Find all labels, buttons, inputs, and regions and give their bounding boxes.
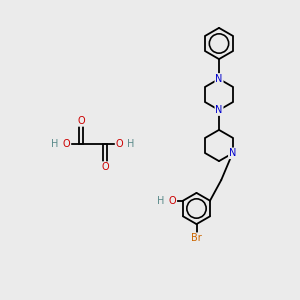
Text: O: O <box>169 196 176 206</box>
Text: O: O <box>101 162 109 172</box>
Text: O: O <box>63 139 70 149</box>
Text: H: H <box>51 139 58 149</box>
Text: N: N <box>215 74 223 84</box>
Text: Br: Br <box>191 233 202 243</box>
Text: N: N <box>215 105 223 115</box>
Text: O: O <box>77 116 85 126</box>
Text: H: H <box>157 196 164 206</box>
Text: N: N <box>229 148 236 158</box>
Text: H: H <box>128 139 135 149</box>
Text: O: O <box>116 139 123 149</box>
